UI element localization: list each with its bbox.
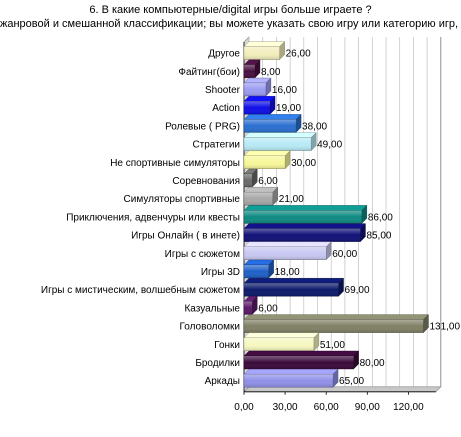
bar — [243, 259, 275, 279]
category-label: Не спортивные симуляторы — [110, 158, 240, 169]
bar — [243, 241, 332, 261]
category-label: Симуляторы спортивные — [124, 194, 241, 205]
value-label: 51,00 — [320, 340, 345, 351]
bar — [243, 95, 276, 115]
category-label: Игры 3D — [201, 267, 240, 278]
bar — [243, 132, 317, 152]
value-label: 131,00 — [429, 322, 460, 333]
x-tick-labels: 0,00 30,00 60,00 90,00 120,00 — [234, 391, 424, 413]
bar — [243, 41, 286, 61]
category-label: Файтинг(бои) — [178, 66, 240, 78]
category-label: Другое — [208, 49, 240, 60]
bar — [243, 77, 272, 97]
value-label: 6,00 — [258, 303, 278, 314]
bar — [243, 59, 261, 79]
bars — [243, 41, 429, 388]
value-label: 6,00 — [258, 176, 278, 187]
bar — [243, 277, 345, 297]
bar — [243, 368, 339, 388]
value-label: 16,00 — [272, 85, 297, 96]
value-label: 8,00 — [261, 67, 281, 78]
category-label: Приключения, адвенчуры или квесты — [66, 212, 240, 223]
category-label: Shooter — [205, 85, 241, 96]
category-label: Стратегии — [192, 140, 240, 151]
category-labels: Другое Файтинг(бои) Shooter Action Ролевые (… — [41, 49, 241, 388]
category-label: Аркады — [205, 376, 240, 387]
value-label: 26,00 — [286, 49, 311, 60]
value-label: 69,00 — [345, 285, 370, 296]
value-label: 49,00 — [317, 140, 342, 151]
bar — [243, 223, 366, 243]
category-label: Головоломки — [180, 322, 240, 333]
bar — [243, 168, 258, 188]
bar — [243, 295, 258, 315]
bar — [243, 332, 320, 352]
category-label: Соревнования — [172, 176, 240, 187]
category-label: Игры с сюжетом — [165, 249, 240, 260]
chart-title: 6. В какие компьютерные/digital игры бол… — [89, 4, 372, 16]
value-label: 60,00 — [332, 249, 357, 260]
x-tick-label: 60,00 — [314, 402, 339, 413]
category-label: Бродилки — [195, 358, 240, 369]
value-label: 86,00 — [368, 212, 393, 223]
bar — [243, 150, 291, 170]
bar — [243, 204, 368, 224]
bar — [243, 186, 279, 206]
chart-subtitle: жанровой и смешанной классификации; вы м… — [0, 18, 461, 30]
category-label: Игры Онлайн ( в инете) — [131, 231, 240, 242]
value-label: 80,00 — [360, 358, 385, 369]
x-tick-label: 0,00 — [234, 402, 254, 413]
value-label: 30,00 — [291, 158, 316, 169]
value-label: 65,00 — [339, 376, 364, 387]
bar — [243, 350, 360, 370]
value-label: 18,00 — [275, 267, 300, 278]
category-label: Ролевые ( PRG) — [165, 121, 240, 132]
value-label: 85,00 — [366, 231, 391, 242]
bar — [243, 113, 302, 133]
category-label: Игры с мистическим, волшебным сюжетом — [41, 284, 240, 296]
bar — [243, 314, 429, 334]
value-label: 21,00 — [279, 194, 304, 205]
x-tick-label: 120,00 — [393, 402, 424, 413]
value-label: 19,00 — [276, 103, 301, 114]
value-label: 38,00 — [302, 121, 327, 132]
category-label: Action — [212, 103, 240, 114]
x-tick-label: 90,00 — [355, 402, 380, 413]
category-label: Гонки — [214, 340, 240, 351]
value-labels: 26,008,0016,0019,0038,0049,0030,006,0021… — [258, 49, 460, 388]
category-label: Казуальные — [184, 303, 240, 314]
x-tick-label: 30,00 — [273, 402, 298, 413]
